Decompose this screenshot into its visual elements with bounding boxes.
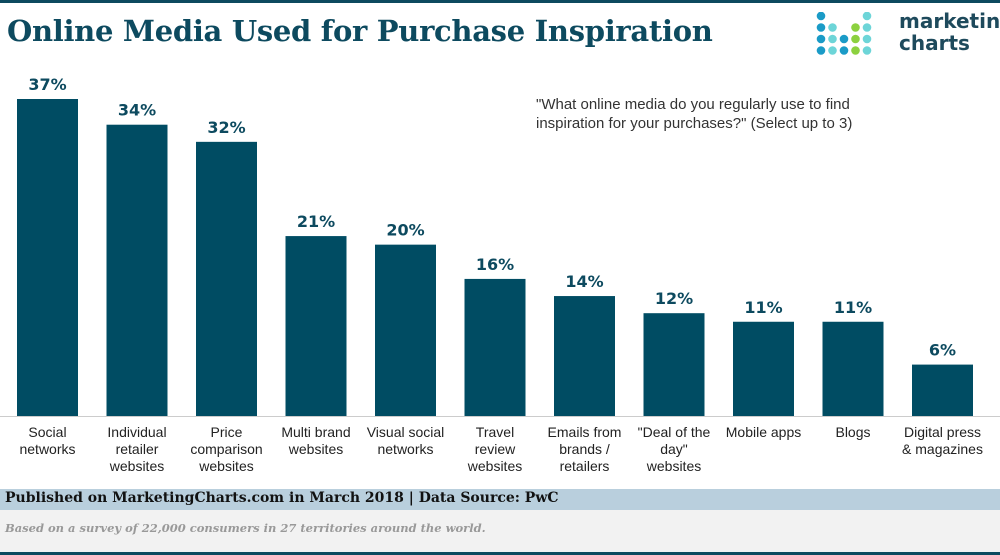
footer-published: Published on MarketingCharts.com in Marc… bbox=[5, 490, 559, 506]
category-label: Blogs bbox=[807, 424, 899, 441]
category-label-line: day" bbox=[660, 441, 688, 457]
bar bbox=[196, 141, 257, 417]
category-label-line: websites bbox=[646, 458, 702, 474]
logo-line2: charts bbox=[899, 31, 970, 55]
survey-question: "What online media do you regularly use … bbox=[536, 95, 896, 133]
category-label: Multi brand websites bbox=[270, 424, 362, 458]
bar bbox=[464, 278, 526, 416]
chart-title: Online Media Used for Purchase Inspirati… bbox=[7, 14, 713, 48]
bar bbox=[822, 321, 884, 416]
category-label-line: Digital press bbox=[903, 424, 982, 440]
category-label-line: Price bbox=[210, 424, 243, 440]
category-label-line: & magazines bbox=[902, 441, 983, 457]
logo-dots-icon bbox=[816, 12, 872, 55]
category-label: Digital press & magazines bbox=[897, 424, 989, 458]
logo-dot bbox=[816, 12, 826, 21]
footer-note-background bbox=[0, 510, 1000, 552]
bar bbox=[375, 244, 436, 416]
category-label-line: Multi brand bbox=[281, 424, 351, 440]
logo-dot bbox=[828, 34, 837, 44]
category-label-line: retailers bbox=[559, 458, 610, 474]
logo-dot bbox=[851, 34, 860, 44]
logo-dot bbox=[851, 23, 860, 32]
category-label-line: websites bbox=[467, 458, 523, 474]
data-label: 16% bbox=[476, 255, 514, 274]
bottom-border bbox=[0, 552, 1000, 555]
category-label-line: websites bbox=[288, 441, 344, 457]
logo-dot bbox=[828, 23, 837, 32]
footer-note: Based on a survey of 22,000 consumers in… bbox=[5, 521, 486, 535]
bar-chart: 37% 34% 32% 21% 20% 16% 14% 12% 11% 11% 6% bbox=[0, 75, 1000, 417]
category-label: Travel review websites bbox=[449, 424, 541, 475]
logo-line1: marketing bbox=[899, 9, 1000, 33]
data-label: 20% bbox=[386, 221, 424, 240]
bar bbox=[643, 313, 705, 416]
logo-dot bbox=[816, 34, 826, 44]
category-label-line: websites bbox=[199, 458, 254, 474]
data-label: 37% bbox=[28, 75, 66, 94]
category-label: Individual retailer websites bbox=[91, 424, 183, 475]
footer-band bbox=[0, 489, 1000, 510]
logo-dot bbox=[816, 23, 826, 32]
bar bbox=[912, 364, 973, 416]
logo-dot bbox=[862, 46, 872, 55]
logo-dot bbox=[862, 34, 872, 44]
logo-dot bbox=[862, 12, 872, 21]
category-label-line: Travel bbox=[475, 424, 515, 440]
logo-dot bbox=[816, 46, 826, 55]
bar bbox=[285, 236, 347, 416]
data-label: 21% bbox=[297, 212, 335, 231]
category-label-line: Emails from bbox=[547, 424, 622, 440]
bar bbox=[17, 99, 78, 416]
category-label: Visual social networks bbox=[360, 424, 452, 458]
logo-text: marketing charts bbox=[899, 10, 1000, 54]
data-label: 32% bbox=[207, 118, 245, 137]
data-label: 11% bbox=[744, 298, 782, 317]
category-label-line: Blogs bbox=[835, 424, 871, 440]
category-label-line: Social bbox=[28, 424, 67, 440]
logo-dot bbox=[862, 23, 872, 32]
category-label-line: comparison bbox=[190, 441, 263, 457]
category-label: Social networks bbox=[2, 424, 94, 458]
logo-dot bbox=[839, 34, 849, 44]
category-label-line: networks bbox=[19, 441, 76, 457]
data-label: 11% bbox=[834, 298, 872, 317]
category-label-line: Mobile apps bbox=[725, 424, 802, 440]
logo-dot bbox=[828, 46, 837, 55]
top-border bbox=[0, 0, 1000, 3]
category-label: Price comparison websites bbox=[181, 424, 273, 475]
question-text: "What online media do you regularly use … bbox=[536, 96, 853, 132]
data-label: 6% bbox=[929, 341, 956, 360]
category-label-line: Individual bbox=[107, 424, 167, 440]
category-label-line: Visual social bbox=[366, 424, 445, 440]
category-label-line: review bbox=[474, 441, 516, 457]
bar bbox=[733, 321, 794, 416]
data-label: 34% bbox=[118, 101, 156, 120]
category-label: Mobile apps bbox=[718, 424, 810, 441]
category-label-line: "Deal of the bbox=[637, 424, 711, 440]
bar bbox=[106, 124, 168, 417]
data-label: 12% bbox=[655, 289, 693, 308]
category-label: Emails from brands / retailers bbox=[539, 424, 631, 475]
category-label-line: websites bbox=[109, 458, 165, 474]
logo-dot bbox=[851, 46, 860, 55]
bar bbox=[554, 296, 615, 416]
logo-dot bbox=[839, 46, 849, 55]
category-label-line: retailer bbox=[115, 441, 159, 457]
category-label-line: brands / bbox=[559, 441, 610, 457]
data-label: 14% bbox=[565, 272, 603, 291]
category-label: "Deal of the day" websites bbox=[628, 424, 720, 475]
marketingcharts-logo: marketing charts bbox=[816, 10, 1000, 62]
category-label-line: networks bbox=[377, 441, 434, 457]
